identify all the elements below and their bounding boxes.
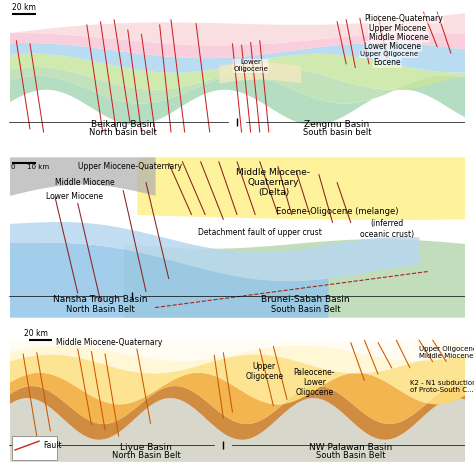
Text: NW Palawan Basin: NW Palawan Basin bbox=[309, 443, 392, 452]
Text: Middle Miocene-Quaternary: Middle Miocene-Quaternary bbox=[56, 338, 163, 347]
Text: 20 km: 20 km bbox=[25, 329, 48, 338]
Text: Zengmu Basin: Zengmu Basin bbox=[304, 120, 370, 129]
Text: 10 km: 10 km bbox=[27, 164, 49, 170]
Text: Lower Miocene: Lower Miocene bbox=[46, 192, 103, 201]
Text: Brunei-Sabah Basin: Brunei-Sabah Basin bbox=[261, 295, 349, 304]
Text: Middle Miocene: Middle Miocene bbox=[55, 178, 115, 187]
Text: Upper Oligocene: Upper Oligocene bbox=[360, 52, 418, 57]
Text: South Basin Belt: South Basin Belt bbox=[271, 305, 340, 314]
Text: South Basin Belt: South Basin Belt bbox=[316, 451, 385, 460]
Text: Paleocene-
Lower
Oligocene: Paleocene- Lower Oligocene bbox=[293, 367, 335, 397]
Text: Pliocene-Quaternary: Pliocene-Quaternary bbox=[365, 14, 443, 23]
Text: Upper Miocene-Quaternary: Upper Miocene-Quaternary bbox=[78, 162, 182, 171]
Text: Lower Miocene: Lower Miocene bbox=[365, 42, 421, 51]
Text: North basin belt: North basin belt bbox=[90, 128, 157, 137]
Text: K2 - N1 subduction
of Proto-South C...: K2 - N1 subduction of Proto-South C... bbox=[410, 380, 474, 393]
Text: North Basin Belt: North Basin Belt bbox=[111, 451, 181, 460]
Text: Nansha Trough Basin: Nansha Trough Basin bbox=[53, 295, 148, 304]
Text: Eocene-Oligocene (melange): Eocene-Oligocene (melange) bbox=[276, 207, 398, 216]
Text: Upper
Oligocene: Upper Oligocene bbox=[245, 362, 283, 382]
Text: Detachment fault of upper crust: Detachment fault of upper crust bbox=[198, 228, 322, 237]
Text: Beikang Basin: Beikang Basin bbox=[91, 120, 155, 129]
Text: Upper Oligocene-
Middle Miocene: Upper Oligocene- Middle Miocene bbox=[419, 346, 474, 359]
Text: Fault: Fault bbox=[44, 441, 62, 450]
Text: (inferred
oceanic crust): (inferred oceanic crust) bbox=[360, 219, 414, 239]
Text: North Basin Belt: North Basin Belt bbox=[66, 305, 135, 314]
Text: Eocene: Eocene bbox=[374, 58, 401, 67]
Text: Lower
Oligocene: Lower Oligocene bbox=[233, 59, 268, 73]
Text: 20 km: 20 km bbox=[12, 3, 36, 12]
Text: Middle Miocene: Middle Miocene bbox=[369, 33, 428, 42]
Text: Upper Miocene: Upper Miocene bbox=[369, 24, 426, 33]
Text: South basin belt: South basin belt bbox=[303, 128, 371, 137]
FancyBboxPatch shape bbox=[12, 436, 57, 460]
Text: 0: 0 bbox=[10, 164, 15, 170]
Text: Liyue Basin: Liyue Basin bbox=[120, 443, 172, 452]
Text: Middle Miocene-
Quaternary
(Delta): Middle Miocene- Quaternary (Delta) bbox=[237, 168, 310, 197]
